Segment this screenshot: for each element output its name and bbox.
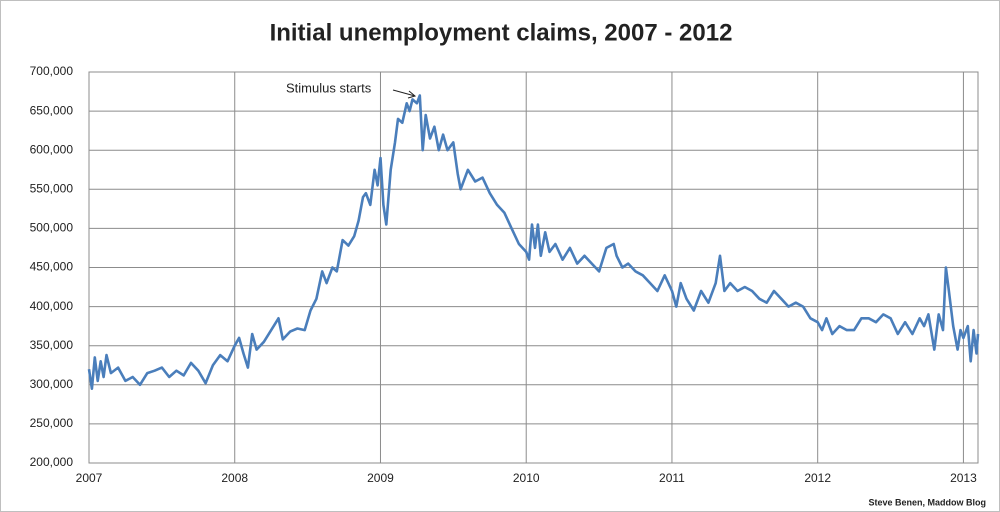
annotation: Stimulus starts xyxy=(286,80,372,95)
y-tick-label: 300,000 xyxy=(30,377,74,391)
x-tick-label: 2011 xyxy=(659,471,685,485)
chart-title: Initial unemployment claims, 2007 - 2012 xyxy=(270,19,733,46)
y-tick-label: 650,000 xyxy=(30,103,74,117)
annotation-arrow xyxy=(392,89,417,99)
y-tick-label: 200,000 xyxy=(30,455,74,469)
y-tick-label: 450,000 xyxy=(30,260,74,274)
x-tick-label: 2013 xyxy=(950,471,977,485)
y-tick-label: 400,000 xyxy=(30,299,74,313)
x-tick-label: 2008 xyxy=(221,471,248,485)
y-tick-label: 350,000 xyxy=(30,338,74,352)
source-credit: Steve Benen, Maddow Blog xyxy=(868,497,986,507)
y-tick-label: 500,000 xyxy=(30,221,74,235)
y-tick-label: 700,000 xyxy=(30,64,74,78)
x-tick-label: 2007 xyxy=(76,471,103,485)
x-tick-label: 2009 xyxy=(367,471,394,485)
plot-frame xyxy=(88,71,979,464)
y-tick-label: 600,000 xyxy=(30,142,74,156)
x-tick-label: 2012 xyxy=(804,471,831,485)
y-tick-label: 250,000 xyxy=(30,416,74,430)
y-tick-label: 550,000 xyxy=(30,181,74,195)
x-tick-label: 2010 xyxy=(513,471,540,485)
data-line xyxy=(87,94,980,390)
